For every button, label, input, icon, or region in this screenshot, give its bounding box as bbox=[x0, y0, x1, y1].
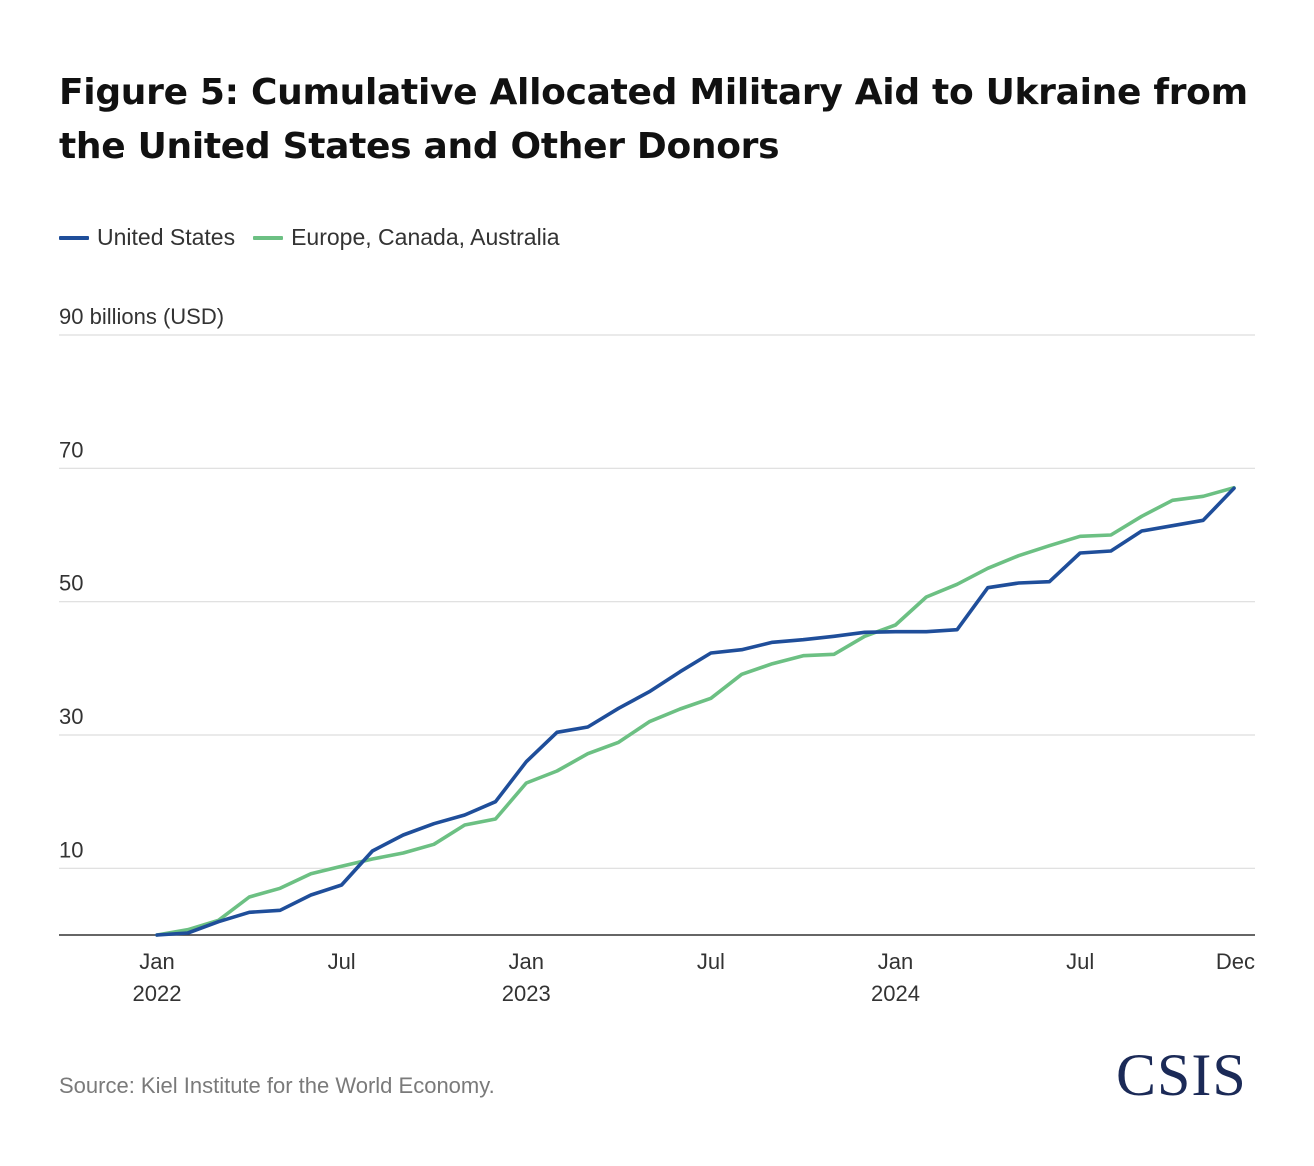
series-line-europe-canada-australia bbox=[155, 485, 1236, 937]
legend-label-us: United States bbox=[97, 224, 236, 250]
y-tick-label: 50 bbox=[59, 571, 83, 596]
y-tick-label: 70 bbox=[59, 437, 83, 462]
x-tick-year: 2024 bbox=[871, 981, 920, 1006]
legend-swatch-us bbox=[59, 235, 89, 240]
csis-logo: CSIS bbox=[1116, 1042, 1247, 1108]
legend-label-europe: Europe, Canada, Australia bbox=[291, 224, 560, 250]
series-line-united-states bbox=[155, 486, 1236, 937]
line-chart: 90 billions (USD) 70 50 30 10 Jan 2022 Jul Jan 2… bbox=[59, 304, 1255, 1006]
y-tick-label: 90 billions (USD) bbox=[59, 304, 224, 329]
y-tick-label: 30 bbox=[59, 704, 83, 729]
x-tick-label: Jul bbox=[697, 949, 725, 974]
x-tick-year: 2022 bbox=[133, 981, 182, 1006]
legend: United States Europe, Canada, Australia bbox=[59, 224, 578, 251]
chart-title: Figure 5: Cumulative Allocated Military … bbox=[59, 72, 1248, 167]
x-tick-label: Jan bbox=[139, 949, 174, 974]
legend-item-us: United States bbox=[59, 224, 235, 251]
x-tick-label: Jan bbox=[878, 949, 913, 974]
x-tick-label: Jan bbox=[509, 949, 544, 974]
legend-item-europe: Europe, Canada, Australia bbox=[253, 224, 560, 251]
series-group bbox=[155, 485, 1236, 937]
legend-swatch-europe bbox=[253, 235, 284, 240]
x-tick-label: Dec bbox=[1216, 949, 1255, 974]
x-tick-year: 2023 bbox=[502, 981, 551, 1006]
y-axis-ticks: 90 billions (USD) 70 50 30 10 bbox=[59, 304, 224, 862]
y-tick-label: 10 bbox=[59, 837, 83, 862]
source-note: Source: Kiel Institute for the World Eco… bbox=[59, 1073, 495, 1098]
x-tick-label: Jul bbox=[1066, 949, 1094, 974]
gridlines bbox=[59, 334, 1255, 869]
x-axis-ticks: Jan 2022 Jul Jan 2023 Jul Jan 2024 Jul Dec bbox=[133, 949, 1255, 1006]
x-tick-label: Jul bbox=[328, 949, 356, 974]
